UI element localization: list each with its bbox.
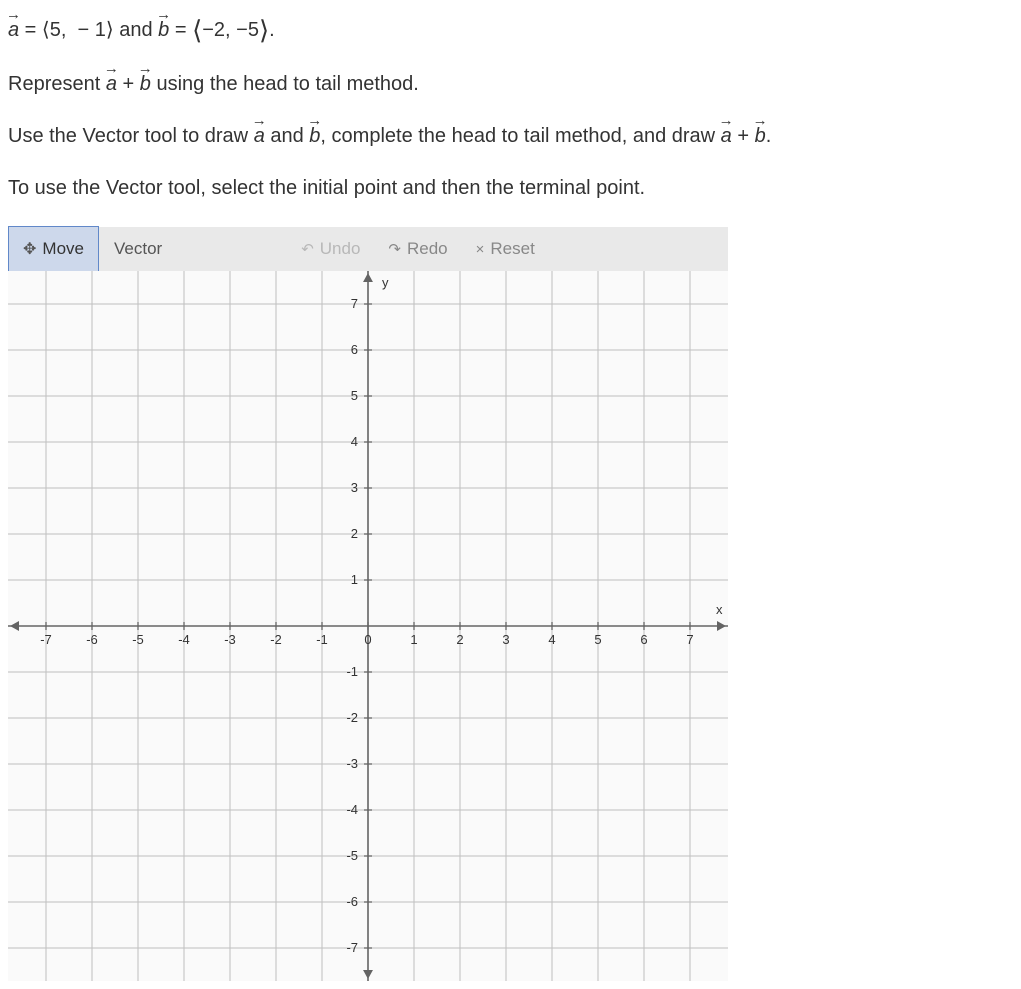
problem-line-4: To use the Vector tool, select the initi… bbox=[8, 173, 1013, 203]
svg-text:1: 1 bbox=[351, 572, 358, 587]
svg-text:1: 1 bbox=[410, 632, 417, 647]
svg-text:4: 4 bbox=[351, 434, 358, 449]
move-tool-button[interactable]: ✥ Move bbox=[8, 226, 99, 272]
svg-text:7: 7 bbox=[686, 632, 693, 647]
undo-label: Undo bbox=[320, 239, 361, 259]
svg-text:0: 0 bbox=[364, 632, 371, 647]
redo-icon: ↷ bbox=[388, 240, 401, 258]
reset-button[interactable]: × Reset bbox=[462, 227, 549, 271]
svg-text:-3: -3 bbox=[224, 632, 236, 647]
svg-text:-6: -6 bbox=[86, 632, 98, 647]
svg-text:y: y bbox=[382, 275, 389, 290]
svg-text:5: 5 bbox=[594, 632, 601, 647]
coordinate-graph[interactable]: -7 -6 -5 -4 -3 -2 -1 0 1 2 3 4 5 6 7 -7 -6 -5 -4 -3 -2 -1 1 2 3 4… bbox=[8, 271, 728, 981]
vector-tool-label: Vector bbox=[114, 239, 162, 259]
svg-text:7: 7 bbox=[351, 296, 358, 311]
problem-line-3: Use the Vector tool to draw a and b, com… bbox=[8, 121, 1013, 151]
move-icon: ✥ bbox=[23, 239, 36, 259]
redo-button[interactable]: ↷ Redo bbox=[374, 227, 461, 271]
close-icon: × bbox=[476, 241, 485, 258]
svg-text:-6: -6 bbox=[346, 894, 358, 909]
svg-text:-1: -1 bbox=[316, 632, 328, 647]
vector-tool-button[interactable]: Vector bbox=[99, 226, 177, 272]
problem-statement: a = ⟨5, − 1⟩ and b = ⟨−2, −5⟩. Represent… bbox=[8, 8, 1013, 203]
svg-text:-4: -4 bbox=[346, 802, 358, 817]
svg-text:-3: -3 bbox=[346, 756, 358, 771]
graph-canvas: -7 -6 -5 -4 -3 -2 -1 0 1 2 3 4 5 6 7 -7 -6 -5 -4 -3 -2 -1 1 2 3 4… bbox=[8, 271, 728, 981]
problem-line-2: Represent a + b using the head to tail m… bbox=[8, 69, 1013, 99]
svg-text:6: 6 bbox=[640, 632, 647, 647]
problem-line-1: a = ⟨5, − 1⟩ and b = ⟨−2, −5⟩. bbox=[8, 8, 1013, 47]
undo-icon: ↶ bbox=[301, 240, 314, 258]
toolbar: ✥ Move Vector ↶ Undo ↷ Redo × Reset bbox=[8, 227, 728, 271]
svg-text:3: 3 bbox=[351, 480, 358, 495]
svg-text:x: x bbox=[716, 602, 723, 617]
svg-text:6: 6 bbox=[351, 342, 358, 357]
svg-text:-7: -7 bbox=[346, 940, 358, 955]
svg-text:-5: -5 bbox=[346, 848, 358, 863]
svg-text:-5: -5 bbox=[132, 632, 144, 647]
svg-text:-1: -1 bbox=[346, 664, 358, 679]
svg-text:4: 4 bbox=[548, 632, 555, 647]
svg-text:2: 2 bbox=[456, 632, 463, 647]
svg-text:2: 2 bbox=[351, 526, 358, 541]
svg-text:-4: -4 bbox=[178, 632, 190, 647]
svg-text:-2: -2 bbox=[270, 632, 282, 647]
move-tool-label: Move bbox=[42, 239, 84, 259]
redo-label: Redo bbox=[407, 239, 448, 259]
svg-text:-7: -7 bbox=[40, 632, 52, 647]
undo-button[interactable]: ↶ Undo bbox=[287, 227, 374, 271]
svg-text:-2: -2 bbox=[346, 710, 358, 725]
svg-text:3: 3 bbox=[502, 632, 509, 647]
reset-label: Reset bbox=[490, 239, 534, 259]
svg-text:5: 5 bbox=[351, 388, 358, 403]
